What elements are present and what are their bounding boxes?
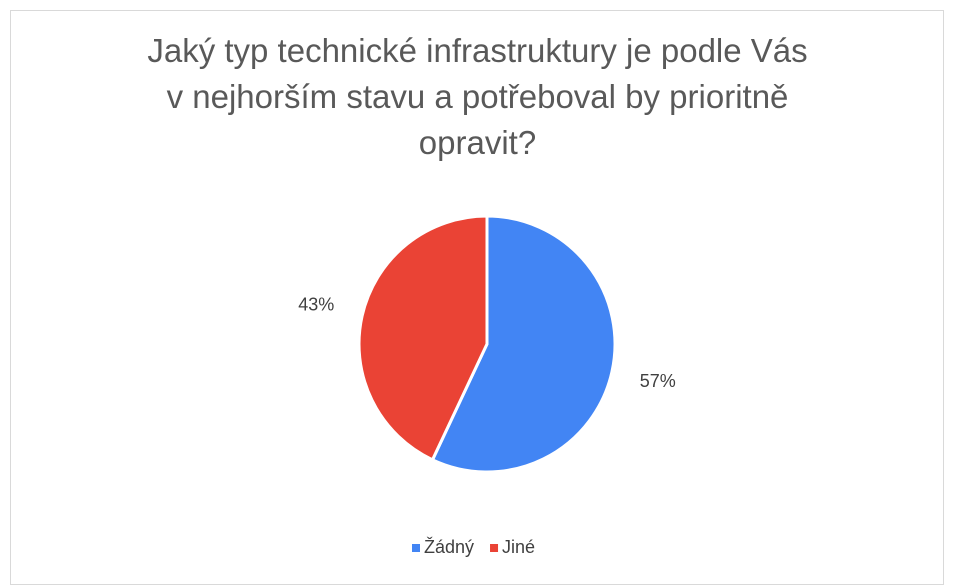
legend-swatch: [490, 544, 499, 552]
data-label: 43%: [298, 295, 334, 315]
chart-title: Jaký typ technické infrastruktury je pod…: [147, 32, 808, 161]
pie-slice: [430, 214, 617, 474]
legend-label: Žádný: [424, 537, 474, 557]
pie-slice: [357, 214, 489, 462]
legend-swatch: [412, 544, 420, 552]
legend-label: Jiné: [502, 537, 535, 557]
data-label: 57%: [640, 371, 676, 391]
